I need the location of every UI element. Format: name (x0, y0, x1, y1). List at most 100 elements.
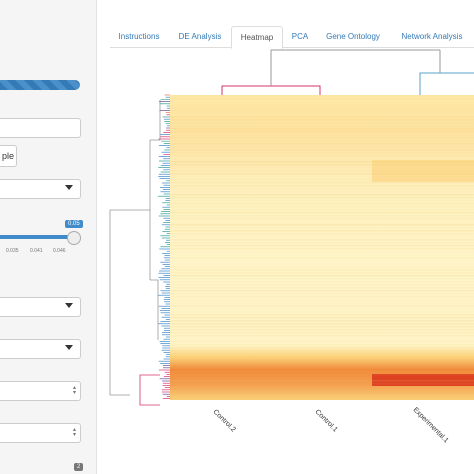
heatmap-row (170, 173, 474, 175)
select-dropdown-2[interactable] (0, 297, 81, 317)
heatmap-row (170, 218, 474, 220)
heatmap-row (170, 182, 474, 184)
column-dendrogram (221, 49, 474, 95)
heatmap-row (170, 311, 474, 313)
tab-pca[interactable]: PCA (291, 32, 309, 41)
heatmap-row (170, 251, 474, 253)
chevron-down-icon (65, 185, 73, 190)
heatmap-row (170, 341, 474, 343)
heatmap-row (170, 227, 474, 229)
heatmap-row (170, 386, 474, 388)
heatmap-row (170, 350, 474, 352)
progress-bar (0, 80, 80, 90)
heatmap-row (170, 245, 474, 247)
heatmap-row (170, 149, 474, 151)
heatmap-row (170, 395, 474, 397)
heatmap-row (170, 206, 474, 208)
heatmap-row (170, 131, 474, 133)
slider-tick: 0.046 (53, 248, 66, 254)
spinner-icon[interactable]: ▴ ▾ (72, 385, 76, 396)
heatmap-row (170, 320, 474, 322)
heatmap-row (170, 125, 474, 127)
heatmap-row (170, 107, 474, 109)
tab-bar: Instructions DE Analysis Heatmap PCA Gen… (110, 26, 474, 49)
numeric-input-2[interactable]: ▴ ▾ (0, 423, 81, 443)
heatmap-row (170, 272, 474, 274)
heatmap-row (170, 170, 474, 172)
column-label-control-2: Control.2 (212, 408, 237, 433)
heatmap-row (170, 365, 474, 367)
heatmap-row (170, 116, 474, 118)
text-input[interactable] (0, 118, 81, 138)
heatmap-row (170, 233, 474, 235)
heatmap-row (170, 293, 474, 295)
heatmap-row (170, 191, 474, 193)
heatmap-row (170, 356, 474, 358)
heatmap-row (170, 134, 474, 136)
heatmap-row (170, 221, 474, 223)
heatmap-row (170, 332, 474, 334)
slider-handle[interactable] (67, 231, 81, 245)
heatmap-row (170, 383, 474, 385)
heatmap-row (170, 335, 474, 337)
select-dropdown-1[interactable] (0, 179, 81, 199)
heatmap-column (372, 95, 474, 400)
heatmap-row (170, 152, 474, 154)
heatmap-row (170, 188, 474, 190)
heatmap-row (170, 323, 474, 325)
heatmap-row (170, 257, 474, 259)
heatmap-row (170, 140, 474, 142)
heatmap-row (170, 98, 474, 100)
heatmap-row (170, 389, 474, 391)
heatmap-row-stripes (170, 95, 474, 400)
chevron-down-icon (65, 303, 73, 308)
heatmap-row (170, 230, 474, 232)
tab-de-analysis[interactable]: DE Analysis (178, 32, 222, 41)
heatmap-row (170, 338, 474, 340)
heatmap-row (170, 287, 474, 289)
heatmap-row (170, 143, 474, 145)
heatmap-row (170, 308, 474, 310)
heatmap-row (170, 164, 474, 166)
numeric-input-1[interactable]: ▴ ▾ (0, 381, 81, 401)
heatmap-row (170, 161, 474, 163)
heatmap-row (170, 269, 474, 271)
heatmap-row (170, 263, 474, 265)
tab-gene-ontology[interactable]: Gene Ontology (326, 32, 380, 41)
heatmap-row (170, 347, 474, 349)
heatmap-row (170, 128, 474, 130)
column-labels: Control.2 Control.1 Experimental.1 (212, 406, 450, 444)
heatmap-row (170, 290, 474, 292)
heatmap-row (170, 212, 474, 214)
heatmap-row (170, 317, 474, 319)
heatmap-row (170, 278, 474, 280)
heatmap-row (170, 362, 474, 364)
heatmap-column (272, 95, 372, 400)
select-dropdown-3[interactable] (0, 339, 81, 359)
heatmap-row (170, 377, 474, 379)
heatmap-row (170, 380, 474, 382)
tab-heatmap[interactable]: Heatmap (231, 26, 283, 49)
heatmap-row (170, 254, 474, 256)
heatmap-high-band (372, 374, 474, 386)
heatmap-row (170, 119, 474, 121)
spinner-icon[interactable]: ▴ ▾ (72, 427, 76, 438)
tab-instructions[interactable]: Instructions (118, 32, 160, 41)
chevron-down-icon (65, 345, 73, 350)
heatmap-row (170, 392, 474, 394)
slider-track[interactable] (0, 235, 76, 239)
heatmap-row (170, 185, 474, 187)
heatmap-row (170, 224, 474, 226)
heatmap-cells (170, 95, 474, 400)
heatmap-row (170, 374, 474, 376)
sample-button[interactable]: ple (0, 145, 17, 167)
heatmap-row (170, 158, 474, 160)
column-label-control-1: Control.1 (314, 408, 339, 433)
heatmap-row (170, 200, 474, 202)
heatmap-row (170, 146, 474, 148)
tab-network-analysis[interactable]: Network Analysis (401, 32, 463, 41)
heatmap-row (170, 137, 474, 139)
heatmap-row (170, 398, 474, 400)
column-label-experimental-1: Experimental.1 (412, 406, 450, 444)
